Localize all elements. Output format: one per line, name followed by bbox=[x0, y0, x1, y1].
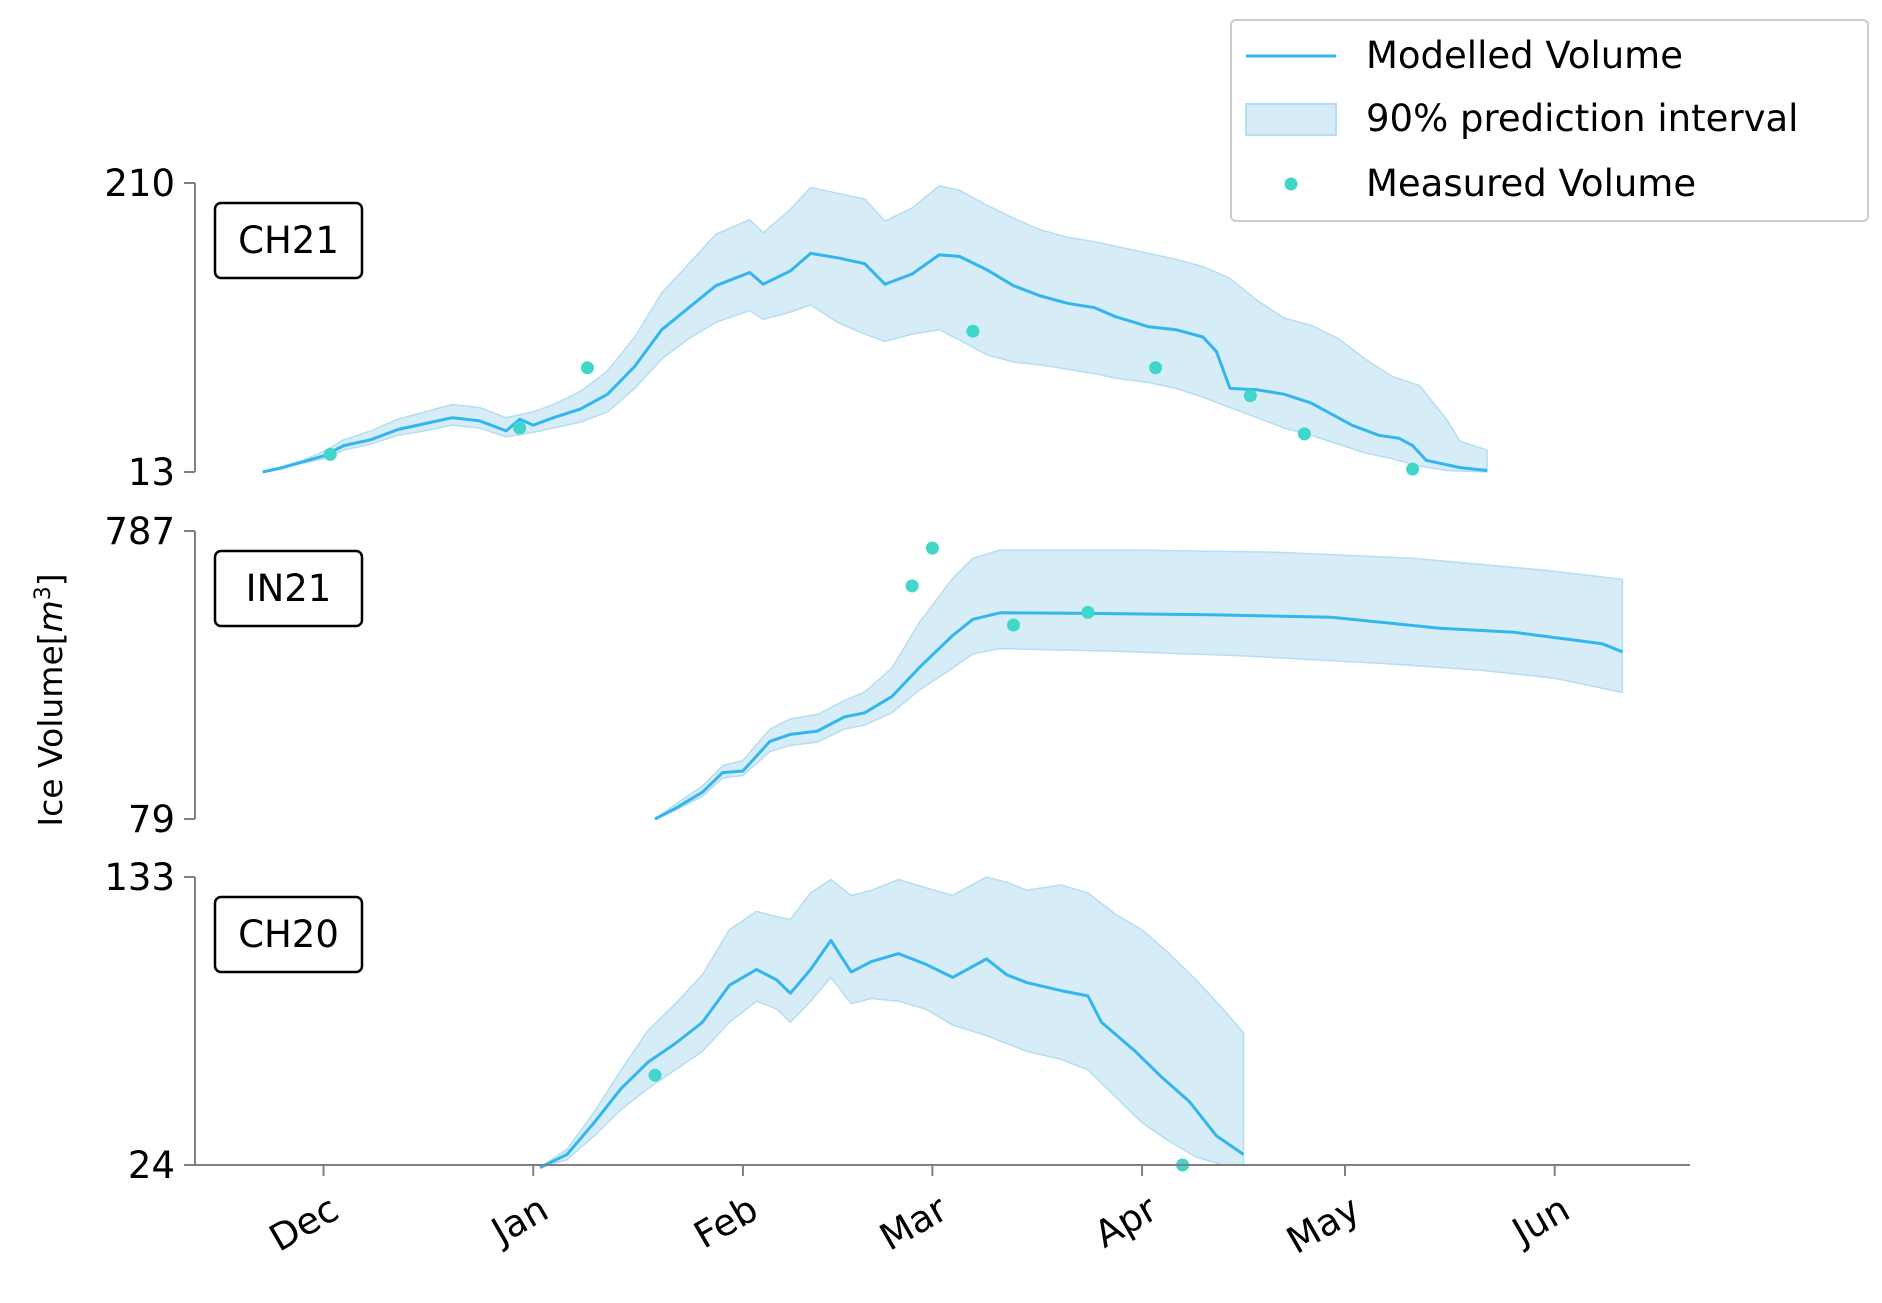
legend-measured-swatch bbox=[1284, 177, 1298, 191]
panel-label: CH20 bbox=[238, 913, 339, 956]
measured-volume-point bbox=[513, 421, 527, 435]
measured-volume-point bbox=[1243, 389, 1257, 403]
x-tick-label: Dec bbox=[262, 1187, 346, 1260]
measured-volume-point bbox=[966, 324, 980, 338]
panel-label-box bbox=[213, 895, 364, 974]
legend-measured-label: Measured Volume bbox=[1366, 162, 1696, 205]
legend-frame bbox=[1230, 19, 1869, 222]
measured-volume-point bbox=[580, 361, 594, 375]
y-axis-label-unit: m bbox=[31, 600, 70, 632]
x-tick-label: May bbox=[1279, 1187, 1367, 1262]
y-axis-label-main: Ice Volume bbox=[31, 645, 70, 826]
measured-volume-point bbox=[1297, 427, 1311, 441]
legend-interval-label: 90% prediction interval bbox=[1366, 97, 1798, 140]
modelled-volume-line bbox=[262, 251, 1488, 474]
prediction-interval-band bbox=[262, 185, 1488, 473]
y-tick-label-max: 133 bbox=[104, 856, 175, 899]
panel-label-box bbox=[213, 549, 364, 628]
prediction-interval-band bbox=[539, 876, 1245, 1169]
x-axis: Dec Jan Feb Mar Apr May Jun bbox=[195, 1164, 1690, 1263]
legend-modelled-label: Modelled Volume bbox=[1366, 34, 1683, 77]
x-tick-label: Apr bbox=[1087, 1187, 1165, 1257]
measured-volume-point bbox=[905, 579, 919, 593]
y-tick-label-min: 13 bbox=[128, 451, 175, 494]
y-tick-label-min: 79 bbox=[128, 798, 175, 841]
panel-label: IN21 bbox=[246, 567, 332, 610]
legend: Modelled Volume 90% prediction interval … bbox=[1230, 19, 1869, 222]
x-tick-label: Jun bbox=[1504, 1187, 1577, 1254]
modelled-volume-line bbox=[539, 938, 1245, 1169]
x-tick-label: Mar bbox=[872, 1187, 955, 1260]
y-tick-label-max: 210 bbox=[104, 162, 175, 205]
modelled-volume-line bbox=[654, 611, 1623, 821]
measured-volume-point bbox=[648, 1068, 662, 1082]
x-tick-label: Feb bbox=[687, 1187, 765, 1257]
measured-volume-point bbox=[1081, 605, 1095, 619]
prediction-interval-band bbox=[654, 549, 1624, 820]
panel-label-box bbox=[213, 201, 364, 280]
y-tick-label-max: 787 bbox=[104, 510, 175, 553]
panels-layer: 210 13 CH21 787 79 IN21 133 24 CH20 bbox=[104, 162, 1624, 1187]
measured-volume-point bbox=[1149, 361, 1163, 375]
measured-volume-point bbox=[323, 447, 337, 461]
measured-volume-point bbox=[1007, 618, 1020, 632]
legend-interval-swatch bbox=[1245, 103, 1337, 136]
panel-ch21: 210 13 CH21 bbox=[104, 162, 1488, 494]
y-axis-label-exponent: 3 bbox=[31, 586, 56, 600]
panel-label: CH21 bbox=[238, 219, 339, 262]
y-axis-label: Ice Volume[m3] bbox=[31, 573, 70, 826]
measured-volume-point bbox=[1406, 462, 1420, 476]
x-tick-label: Jan bbox=[483, 1187, 556, 1254]
panel-in21: 787 79 IN21 bbox=[104, 510, 1624, 841]
panel-ch20: 133 24 CH20 bbox=[104, 856, 1245, 1187]
y-tick-label-min: 24 bbox=[128, 1144, 175, 1187]
measured-volume-point bbox=[925, 541, 939, 555]
